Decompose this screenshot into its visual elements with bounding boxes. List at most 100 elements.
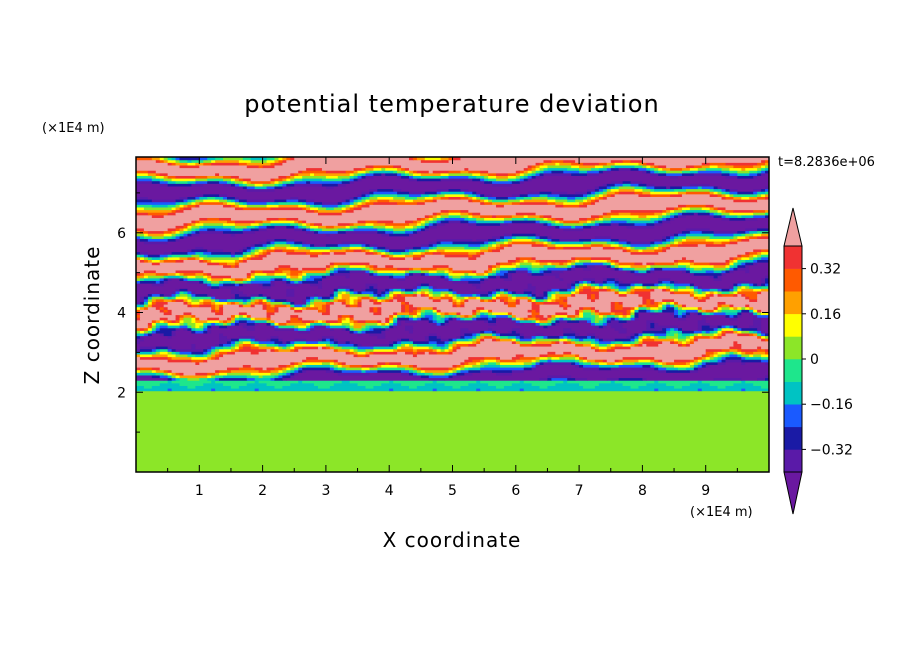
- contour-cell: [492, 293, 497, 297]
- contour-cell: [761, 346, 769, 350]
- contour-cell: [143, 269, 157, 274]
- contour-cell: [587, 264, 596, 268]
- contour-cell: [385, 317, 390, 321]
- contour-cell: [468, 272, 477, 276]
- contour-cell: [662, 298, 675, 302]
- contour-cell: [238, 319, 248, 323]
- contour-cell: [745, 230, 750, 234]
- contour-cell: [468, 254, 473, 258]
- contour-cell: [408, 369, 414, 373]
- contour-cell: [373, 175, 398, 179]
- contour-cell: [658, 343, 679, 347]
- contour-cell: [345, 209, 355, 213]
- contour-cell: [436, 238, 473, 242]
- contour-cell: [341, 212, 434, 216]
- contour-cell: [499, 293, 509, 297]
- contour-cell: [211, 293, 236, 297]
- contour-cell: [317, 209, 343, 213]
- contour-cell: [749, 353, 754, 358]
- contour-cell: [428, 335, 438, 339]
- contour-cell: [598, 340, 612, 344]
- contour-cell: [175, 374, 181, 379]
- contour-cell: [242, 283, 248, 287]
- contour-cell: [136, 385, 145, 389]
- contour-cell: [579, 220, 588, 224]
- contour-cell: [733, 199, 758, 203]
- contour-cell: [745, 233, 754, 237]
- contour-cell: [136, 164, 181, 169]
- contour-cell: [480, 243, 485, 247]
- contour-cell: [349, 196, 355, 200]
- contour-cell: [397, 346, 402, 350]
- contour-cell: [254, 377, 272, 381]
- contour-cell: [408, 178, 418, 182]
- contour-cell: [499, 243, 509, 247]
- contour-cell: [575, 317, 580, 321]
- contour-cell: [662, 309, 675, 313]
- contour-cell: [717, 359, 723, 363]
- contour-cell: [681, 212, 695, 216]
- contour-cell: [136, 230, 141, 234]
- contour-cell: [353, 348, 359, 352]
- contour-cell: [464, 317, 473, 321]
- contour-cell: [567, 335, 576, 339]
- contour-cell: [270, 178, 276, 182]
- contour-cell: [749, 256, 754, 260]
- contour-cell: [321, 277, 398, 281]
- contour-cell: [579, 283, 584, 287]
- contour-cell: [761, 159, 766, 163]
- contour-cell: [713, 241, 723, 245]
- contour-cell: [693, 290, 699, 295]
- contour-cell: [749, 267, 769, 271]
- contour-cell: [211, 353, 216, 358]
- contour-cell: [689, 359, 695, 363]
- contour-cell: [215, 296, 232, 300]
- contour-cell: [662, 280, 671, 284]
- contour-cell: [345, 361, 378, 365]
- contour-cell: [658, 243, 667, 247]
- contour-cell: [432, 298, 442, 302]
- contour-cell: [254, 246, 260, 250]
- contour-cell: [717, 191, 723, 195]
- contour-cell: [310, 222, 315, 226]
- contour-cell: [507, 296, 513, 300]
- contour-cell: [496, 288, 501, 292]
- contour-cell: [171, 369, 216, 373]
- contour-cell: [377, 309, 382, 313]
- contour-cell: [333, 269, 339, 274]
- contour-cell: [496, 214, 513, 218]
- contour-cell: [353, 353, 359, 358]
- contour-cell: [484, 356, 497, 360]
- contour-cell: [602, 243, 612, 247]
- contour-cell: [286, 175, 291, 179]
- contour-cell: [511, 233, 537, 237]
- contour-cell: [721, 209, 727, 213]
- contour-cell: [598, 309, 612, 313]
- contour-cell: [713, 277, 723, 281]
- contour-cell: [159, 306, 165, 310]
- contour-cell: [238, 204, 248, 208]
- contour-cell: [539, 322, 549, 326]
- contour-cell: [543, 217, 549, 221]
- contour-cell: [452, 301, 458, 305]
- contour-cell: [286, 346, 291, 350]
- contour-cell: [290, 272, 299, 276]
- contour-cell: [484, 243, 489, 247]
- contour-cell: [203, 259, 208, 263]
- contour-cell: [765, 330, 769, 334]
- contour-cell: [211, 277, 224, 281]
- contour-cell: [428, 346, 434, 350]
- contour-cell: [416, 157, 426, 161]
- contour-cell: [353, 343, 359, 347]
- contour-cell: [250, 159, 268, 163]
- contour-cell: [321, 335, 335, 339]
- contour-cell: [753, 259, 758, 263]
- contour-cell: [270, 317, 291, 321]
- contour-cell: [685, 311, 691, 316]
- contour-cell: [274, 243, 291, 247]
- contour-cell: [496, 238, 501, 242]
- contour-cell: [385, 327, 390, 331]
- contour-cell: [646, 272, 691, 276]
- contour-cell: [179, 319, 185, 323]
- contour-cell: [274, 159, 280, 163]
